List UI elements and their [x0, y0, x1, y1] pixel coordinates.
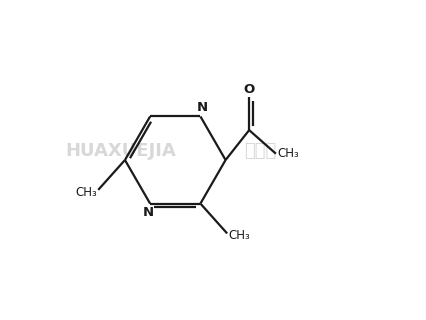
Text: CH₃: CH₃: [228, 229, 250, 243]
Text: N: N: [143, 206, 154, 219]
Text: N: N: [196, 101, 207, 114]
Text: 化学加: 化学加: [245, 141, 277, 160]
Text: O: O: [244, 83, 255, 96]
Text: HUAXUEJIA: HUAXUEJIA: [65, 141, 176, 160]
Text: CH₃: CH₃: [75, 186, 97, 199]
Text: CH₃: CH₃: [277, 147, 299, 160]
